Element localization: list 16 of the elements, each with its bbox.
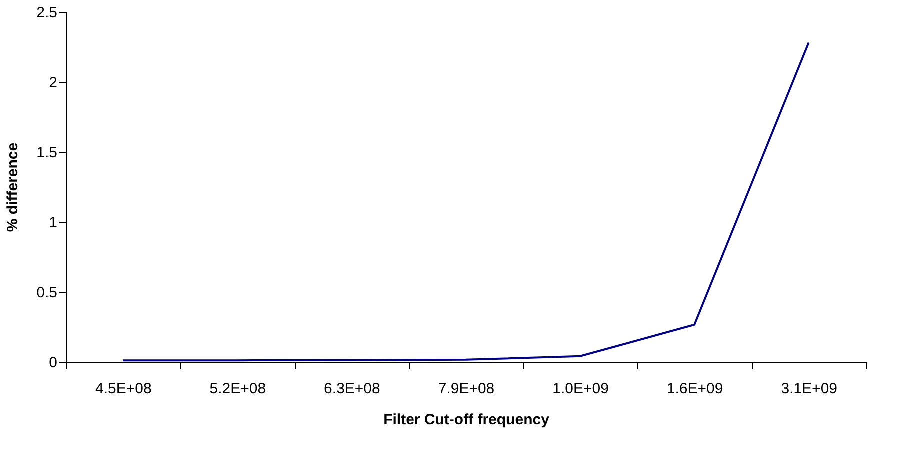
line-series [122,42,810,362]
x-tick-label: 7.9E+08 [438,380,495,398]
x-tick-label: 4.5E+08 [95,380,152,398]
y-tick-label: 1.5 [36,144,58,162]
x-tick-label: 1.0E+09 [552,380,609,398]
y-tick-label: 0.5 [36,284,58,302]
x-tick-label: 1.6E+09 [666,380,724,398]
y-axis-title: % difference [4,142,22,232]
y-tick-label: 2 [49,74,58,92]
x-tick-label: 6.3E+08 [324,380,380,398]
x-tick-label: 5.2E+08 [210,380,266,398]
x-tick-label: 3.1E+09 [781,380,838,398]
y-tick-label: 0 [49,354,58,372]
y-tick-label: 1 [49,214,58,232]
y-tick-label: 2.5 [36,4,58,22]
x-axis-title: Filter Cut-off frequency [384,412,550,428]
